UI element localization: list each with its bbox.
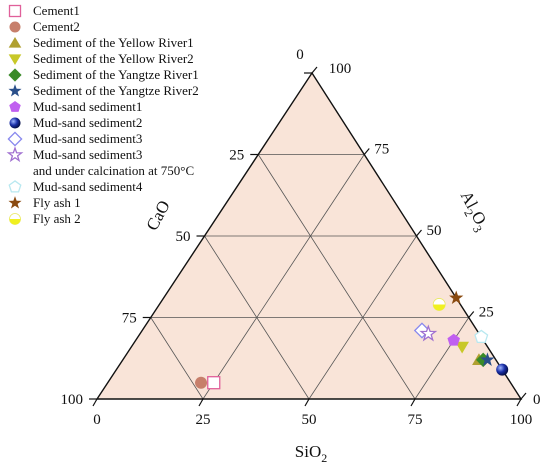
grid-line — [414, 317, 470, 400]
tick-mark — [311, 66, 318, 74]
legend-marker-2 — [9, 21, 21, 33]
tick-mark — [92, 398, 98, 407]
legend-label-7: Mud-sand sediment1 — [33, 99, 142, 114]
legend-label-8: Mud-sand sediment2 — [33, 115, 142, 130]
legend-marker-4 — [8, 54, 22, 66]
tick-mark — [520, 392, 527, 400]
tick-label-bottom: 0 — [93, 412, 101, 428]
axis-title-sio2: SiO2 — [295, 442, 327, 465]
legend-marker-5 — [8, 68, 22, 82]
data-point-4 — [455, 341, 470, 354]
tick-mark — [416, 229, 422, 237]
data-point-7 — [447, 333, 460, 346]
tick-label-right: 25 — [479, 305, 494, 321]
legend-marker-6 — [8, 84, 22, 97]
legend-label-5: Sediment of the Yangtze River1 — [33, 67, 199, 82]
data-point-12 — [449, 290, 464, 305]
tick-label-bottom: 100 — [510, 412, 533, 428]
marker-part — [9, 219, 21, 225]
legend-label-1: Cement1 — [33, 3, 80, 18]
legend-label-10-line2: and under calcination at 750°C — [33, 163, 194, 178]
tick-label-right: 50 — [427, 223, 442, 239]
tick-label-left: 50 — [176, 229, 191, 245]
legend-label-2: Cement2 — [33, 19, 80, 34]
legend-label-13: Fly ash 2 — [33, 211, 81, 226]
tick-mark — [468, 311, 475, 318]
tick-mark — [304, 398, 310, 407]
tick-label-right: 0 — [533, 392, 541, 408]
marker-part — [433, 304, 446, 311]
data-point-8 — [496, 363, 509, 376]
triangle-plot-area — [89, 66, 527, 407]
axis-title-cao: CaO — [142, 197, 173, 233]
data-point-2 — [195, 376, 208, 389]
axis-title-al2o3: Al2O3 — [453, 188, 493, 235]
tick-label-bottom: 75 — [408, 412, 423, 428]
legend-marker-8 — [9, 117, 21, 129]
tick-mark — [363, 148, 370, 155]
data-points — [195, 290, 509, 390]
tick-label-left: 75 — [122, 311, 137, 327]
legend-marker-3 — [8, 36, 22, 48]
tick-label-bottom: 50 — [302, 412, 317, 428]
tick-label-left: 25 — [229, 148, 244, 164]
legend-label-4: Sediment of the Yellow River2 — [33, 51, 194, 66]
legend-marker-7 — [9, 100, 21, 112]
tick-label-left: 100 — [61, 392, 84, 408]
grid-line — [204, 235, 310, 400]
legend-label-3: Sediment of the Yellow River1 — [33, 35, 194, 50]
tick-label-right: 100 — [329, 61, 352, 77]
grid-line — [257, 154, 416, 400]
legend-label-11: Mud-sand sediment4 — [33, 179, 143, 194]
legend-label-10: Mud-sand sediment3 — [33, 147, 142, 162]
legend-marker-12 — [8, 196, 22, 209]
tick-label-bottom: 25 — [196, 412, 211, 428]
legend-marker-10 — [6, 146, 24, 163]
grid-line — [150, 317, 204, 400]
legend-label-6: Sediment of the Yangtze River2 — [33, 83, 199, 98]
tick-label-right: 75 — [374, 142, 389, 158]
data-point-10 — [419, 324, 438, 342]
grid-line — [202, 154, 365, 400]
tick-mark — [198, 398, 204, 407]
data-point-11 — [474, 329, 489, 344]
data-point-1 — [207, 376, 221, 390]
data-point-6 — [480, 352, 495, 366]
legend-label-9: Mud-sand sediment3 — [33, 131, 142, 146]
tick-mark — [516, 398, 522, 407]
legend-marker-1 — [8, 4, 22, 18]
tick-label-left: 0 — [296, 47, 304, 63]
data-point-13 — [432, 298, 446, 311]
legend-label-12: Fly ash 1 — [33, 195, 81, 210]
legend-marker-11 — [8, 180, 22, 193]
legend-marker-9 — [7, 131, 23, 147]
tick-mark — [410, 398, 416, 407]
legend-marker-13 — [9, 213, 21, 225]
